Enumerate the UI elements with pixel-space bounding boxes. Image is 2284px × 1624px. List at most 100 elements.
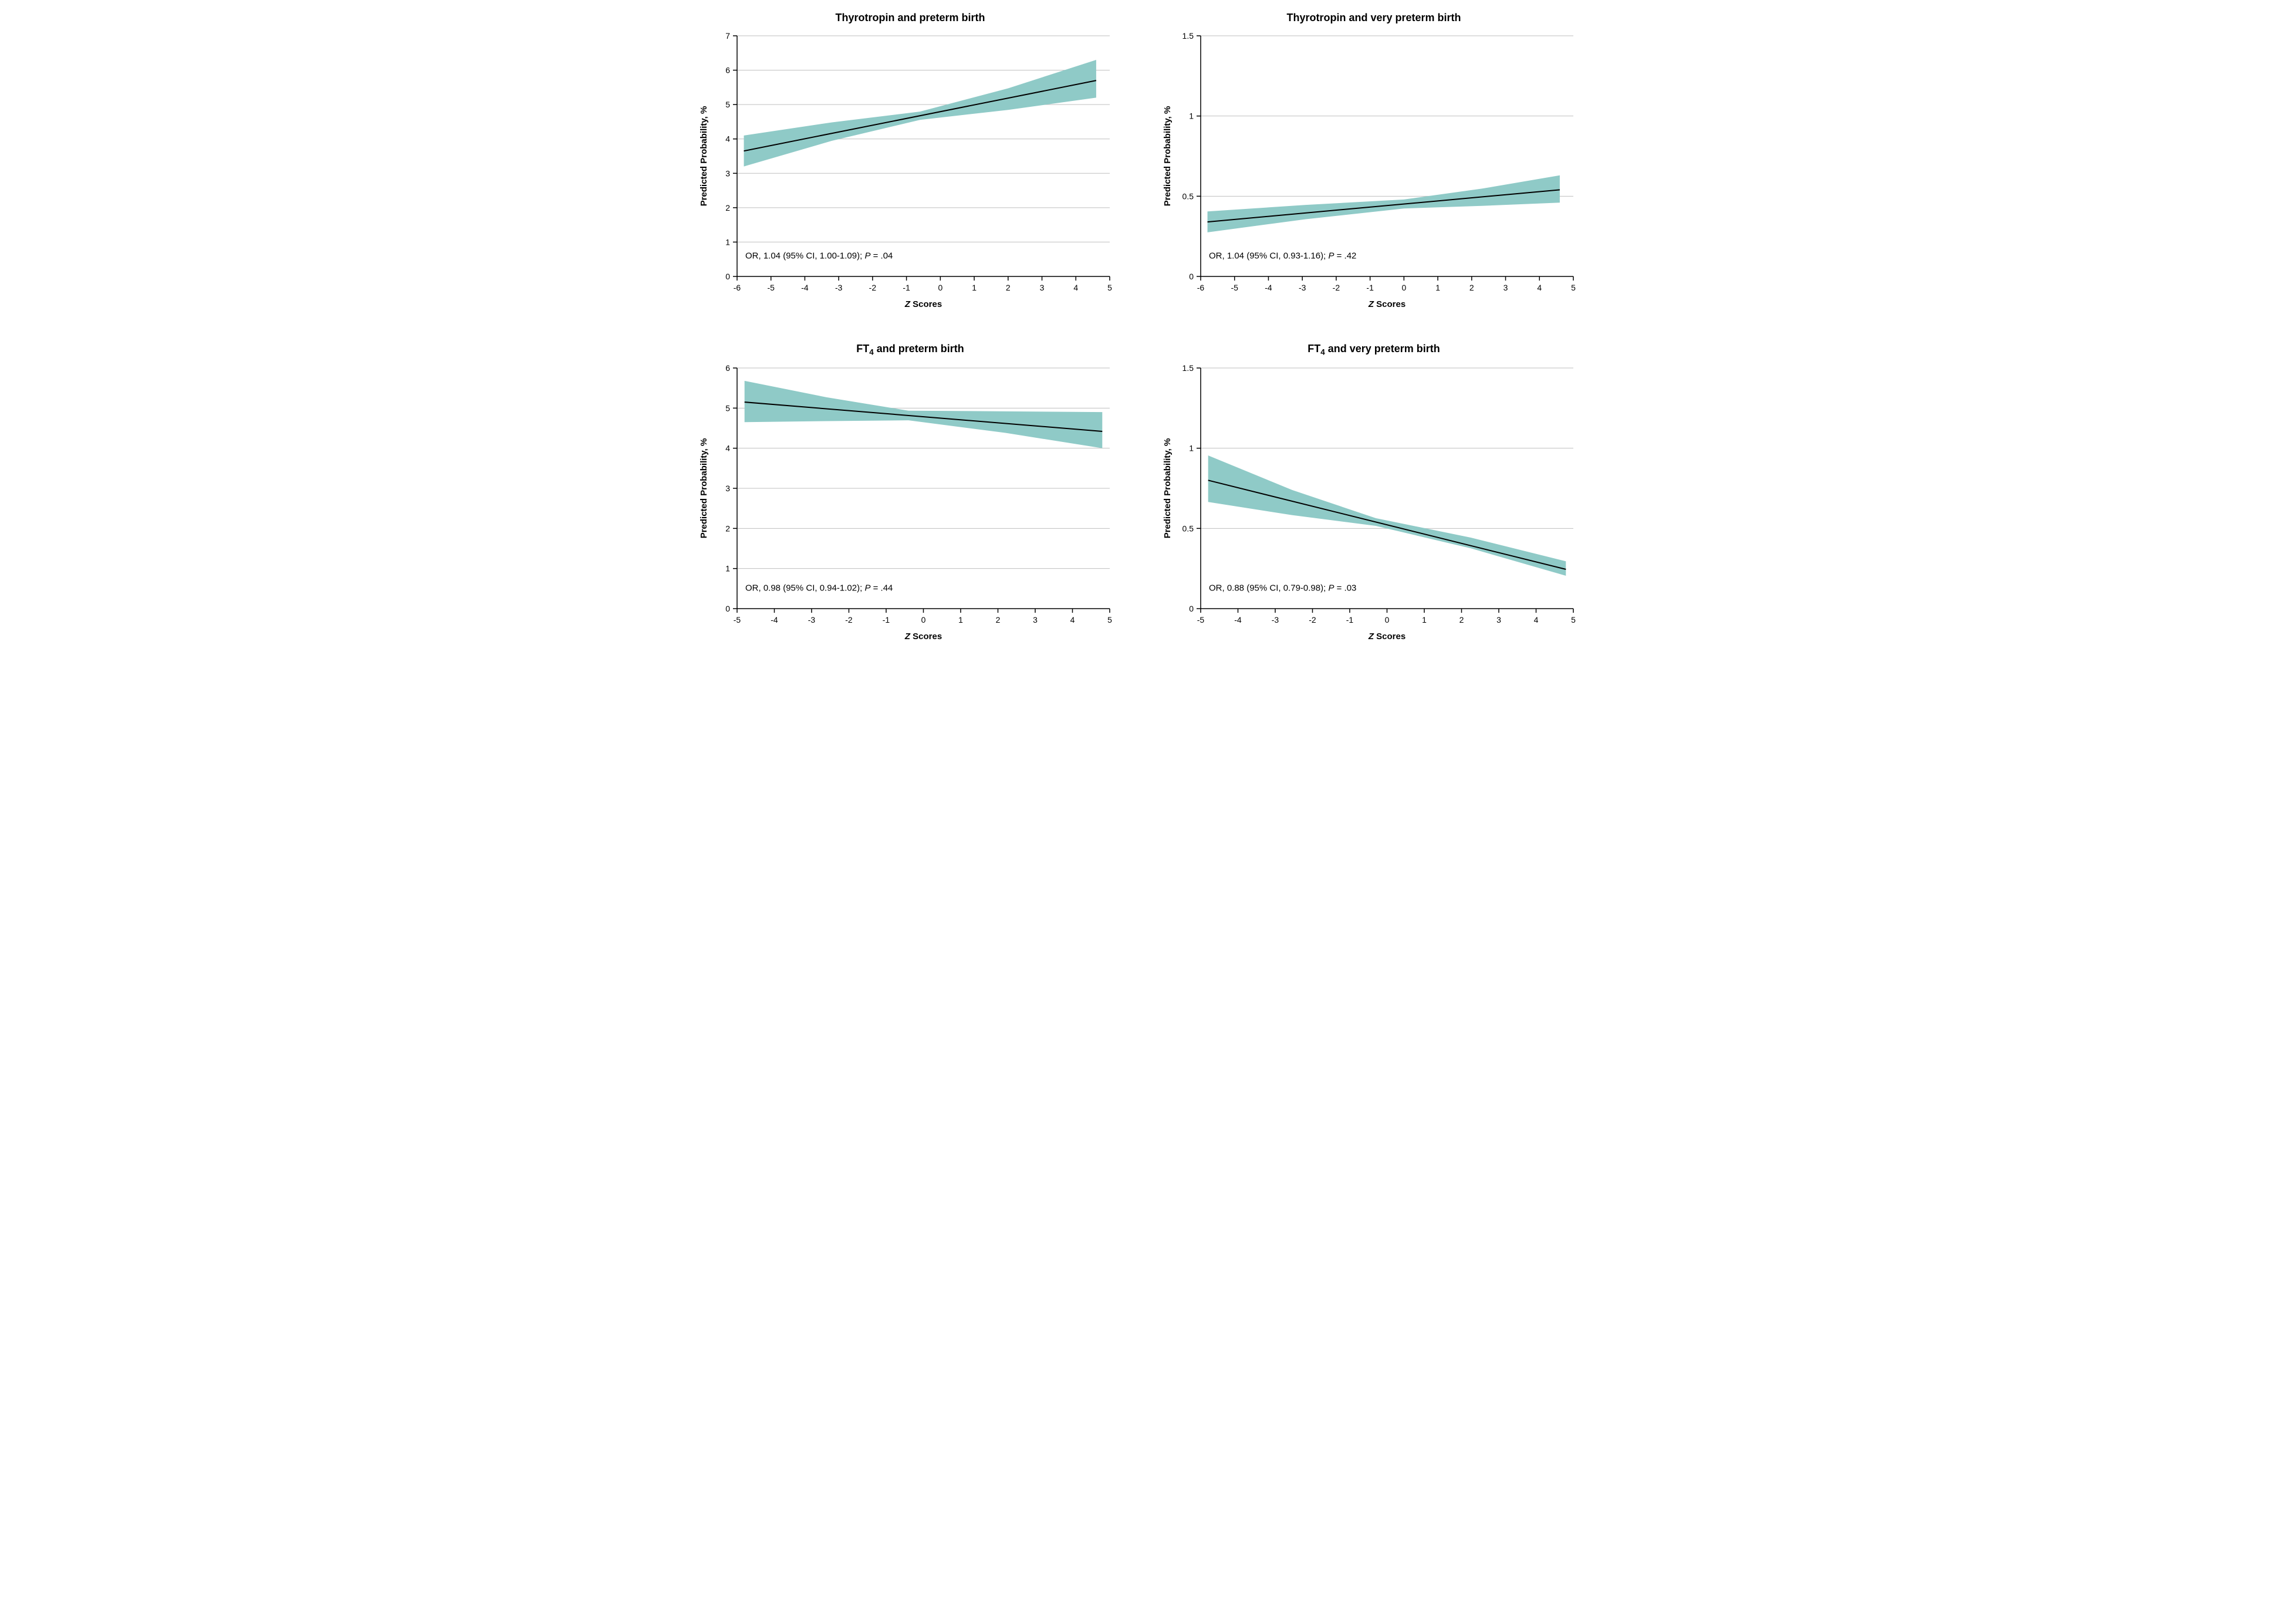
stat-annotation: OR, 0.98 (95% CI, 0.94-1.02); P = .44 — [745, 583, 893, 593]
x-axis-label: Z Scores — [904, 299, 942, 309]
x-tick-label: 0 — [921, 615, 926, 624]
x-tick-label: -5 — [1231, 283, 1239, 292]
x-tick-label: 2 — [1006, 283, 1011, 292]
y-tick-label: 6 — [725, 363, 730, 373]
x-tick-label: -1 — [1346, 615, 1354, 624]
figure-2x2-grid: Thyrotropin and preterm birth -6 -5 -4 -3 -2… — [696, 12, 1588, 650]
x-tick-label: 3 — [1496, 615, 1501, 624]
panel-title: FT4 and very preterm birth — [1160, 343, 1588, 357]
y-tick-label: 2 — [725, 203, 730, 212]
panel-tsh-preterm: Thyrotropin and preterm birth -6 -5 -4 -3 -2… — [696, 12, 1124, 319]
x-tick-label: 0 — [1401, 283, 1406, 292]
y-tick-label: 3 — [725, 484, 730, 493]
x-tick-label: -3 — [835, 283, 843, 292]
x-tick-label: 2 — [996, 615, 1001, 624]
x-tick-label: -3 — [1272, 615, 1279, 624]
y-tick-label: 7 — [725, 31, 730, 40]
stat-annotation: OR, 1.04 (95% CI, 0.93-1.16); P = .42 — [1209, 251, 1356, 261]
y-tick-label: 5 — [725, 100, 730, 109]
panel-ft4-preterm: FT4 and preterm birth -5 -4 -3 -2 -1 0 1 2 3 4 5 0 1… — [696, 343, 1124, 650]
y-axis-label: Predicted Probability, % — [699, 438, 709, 539]
y-tick-label: 0 — [725, 272, 730, 281]
panel-title: Thyrotropin and preterm birth — [696, 12, 1124, 24]
panel-title: FT4 and preterm birth — [696, 343, 1124, 357]
x-tick-label: -5 — [734, 615, 741, 624]
y-tick-label: 1 — [1189, 444, 1194, 453]
confidence-band — [1208, 175, 1560, 232]
chart-svg: -6 -5 -4 -3 -2 -1 0 1 2 3 4 5 0 0.5 1 1.5 Z Scores Predic… — [1160, 30, 1582, 318]
y-tick-label: 0 — [1189, 272, 1194, 281]
x-tick-label: -5 — [1197, 615, 1205, 624]
x-tick-label: 2 — [1459, 615, 1464, 624]
y-tick-label: 0 — [1189, 604, 1194, 613]
chart-svg: -6 -5 -4 -3 -2 -1 0 1 2 3 4 5 0 1 2 3 4 5 6 7 Z Scores Predic… — [696, 30, 1119, 318]
estimate-line — [1208, 481, 1566, 570]
y-tick-label: 3 — [725, 168, 730, 178]
x-tick-label: -4 — [1234, 615, 1242, 624]
y-tick-label: 4 — [725, 134, 730, 144]
confidence-band — [744, 60, 1096, 167]
x-tick-label: 4 — [1534, 615, 1539, 624]
y-axis-label: Predicted Probability, % — [1163, 438, 1173, 539]
panel-tsh-verypreterm: Thyrotropin and very preterm birth -6-5-… — [1160, 12, 1588, 319]
x-tick-label: 3 — [1040, 283, 1045, 292]
x-tick-label: 4 — [1073, 283, 1078, 292]
panel-ft4-verypreterm: FT4 and very preterm birth -5 -4 -3 -2 -1 0 1 2… — [1160, 343, 1588, 650]
chart-svg: -5 -4 -3 -2 -1 0 1 2 3 4 5 0 1 2 3 4 5 6 Z Scores Predicted… — [696, 362, 1119, 650]
chart-svg: -5 -4 -3 -2 -1 0 1 2 3 4 5 0 0.5 1 1.5 Z Scores Predicte… — [1160, 362, 1582, 650]
x-tick-label: 1 — [972, 283, 977, 292]
x-axis-label: Z Scores — [904, 632, 942, 642]
y-tick-label: 0.5 — [1182, 191, 1194, 201]
y-tick-label: 1.5 — [1182, 31, 1194, 40]
confidence-band — [1208, 455, 1566, 576]
stat-annotation: OR, 1.04 (95% CI, 1.00-1.09); P = .04 — [745, 251, 893, 261]
x-tick-label: 3 — [1033, 615, 1038, 624]
x-tick-label: -6 — [734, 283, 741, 292]
x-tick-label: 1 — [1422, 615, 1427, 624]
x-tick-label: -2 — [1309, 615, 1316, 624]
y-tick-label: 2 — [725, 524, 730, 534]
x-axis-label: Z Scores — [1368, 299, 1405, 309]
x-tick-label: -1 — [903, 283, 910, 292]
x-tick-label: -4 — [1265, 283, 1272, 292]
x-tick-label: 2 — [1469, 283, 1474, 292]
x-tick-label: -3 — [1299, 283, 1306, 292]
panel-title: Thyrotropin and very preterm birth — [1160, 12, 1588, 24]
y-tick-label: 6 — [725, 66, 730, 75]
x-tick-label: 5 — [1571, 615, 1576, 624]
y-axis-label: Predicted Probability, % — [1163, 106, 1173, 207]
y-axis-label: Predicted Probability, % — [699, 106, 709, 207]
estimate-line — [744, 80, 1096, 151]
x-tick-label: -6 — [1197, 283, 1205, 292]
x-tick-label: -4 — [801, 283, 809, 292]
x-tick-label: 0 — [938, 283, 942, 292]
y-tick-label: 1.5 — [1182, 363, 1194, 373]
x-tick-label: -3 — [808, 615, 816, 624]
y-tick-label: 1 — [725, 237, 730, 247]
x-tick-label: 5 — [1571, 283, 1576, 292]
x-tick-label: 1 — [958, 615, 963, 624]
y-tick-label: 0.5 — [1182, 524, 1194, 534]
y-tick-label: 5 — [725, 404, 730, 413]
x-tick-label: -1 — [883, 615, 890, 624]
x-tick-label: 3 — [1503, 283, 1508, 292]
stat-annotation: OR, 0.88 (95% CI, 0.79-0.98); P = .03 — [1209, 583, 1356, 593]
x-tick-label: -4 — [771, 615, 778, 624]
x-tick-label: 0 — [1385, 615, 1390, 624]
x-tick-label: -2 — [845, 615, 853, 624]
x-axis-label: Z Scores — [1368, 632, 1405, 642]
x-tick-label: -5 — [768, 283, 775, 292]
x-tick-label: -2 — [1333, 283, 1340, 292]
x-tick-label: 5 — [1107, 615, 1112, 624]
x-tick-label: 1 — [1435, 283, 1440, 292]
y-tick-label: 1 — [725, 564, 730, 573]
estimate-line — [1208, 190, 1560, 222]
y-tick-label: 0 — [725, 604, 730, 613]
x-tick-label: 4 — [1070, 615, 1075, 624]
y-tick-label: 4 — [725, 444, 730, 453]
y-tick-label: 1 — [1189, 112, 1194, 121]
x-tick-label: 5 — [1107, 283, 1112, 292]
x-tick-label: -2 — [869, 283, 877, 292]
x-tick-label: -1 — [1366, 283, 1374, 292]
x-tick-label: 4 — [1537, 283, 1542, 292]
